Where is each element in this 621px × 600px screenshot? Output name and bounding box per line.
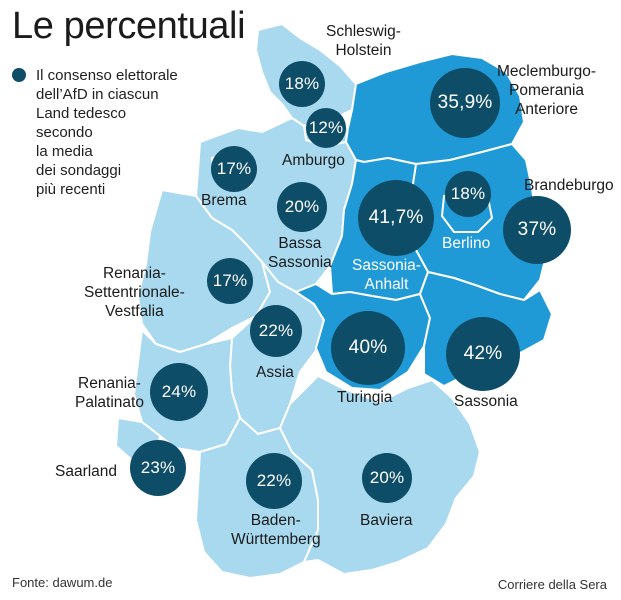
value-bubble-sassonia-anhalt: 41,7% bbox=[358, 180, 434, 256]
label-baden-wurttemberg: Baden- Württemberg bbox=[231, 512, 321, 548]
value-bubble-renania-palatinato: 24% bbox=[150, 363, 208, 421]
label-renania-vestfalia: Renania- Settentrionale- Vestfalia bbox=[84, 265, 185, 320]
region-shape-renania-vestfalia bbox=[137, 189, 271, 353]
label-sassonia-anhalt: Sassonia- Anhalt bbox=[352, 257, 421, 293]
publisher-credit: Corriere della Sera bbox=[497, 577, 607, 592]
value-bubble-renania-vestfalia: 17% bbox=[207, 258, 253, 304]
value-bubble-baviera: 20% bbox=[362, 453, 412, 503]
label-meclemburgo: Meclemburgo- Pomerania Anteriore bbox=[497, 63, 597, 118]
source-credit: Fonte: dawum.de bbox=[12, 575, 113, 590]
label-saarland: Saarland bbox=[55, 463, 118, 480]
value-bubble-sassonia: 42% bbox=[446, 317, 520, 391]
label-berlino: Berlino bbox=[442, 235, 491, 252]
legend-marker bbox=[12, 68, 26, 82]
value-bubble-amburgo: 12% bbox=[306, 108, 346, 148]
value-bubble-baden-wurttemberg: 22% bbox=[246, 453, 302, 509]
label-assia: Assia bbox=[256, 364, 294, 381]
page-title: Le percentuali bbox=[12, 5, 246, 47]
label-turingia: Turingia bbox=[337, 389, 393, 406]
value-bubble-schleswig-holstein: 18% bbox=[279, 61, 325, 107]
label-schleswig-holstein: Schleswig- Holstein bbox=[326, 23, 401, 59]
label-brandeburgo: Brandeburgo bbox=[524, 177, 614, 194]
value-bubble-brandeburgo: 37% bbox=[503, 196, 571, 264]
value-bubble-turingia: 40% bbox=[331, 311, 405, 385]
value-bubble-saarland: 23% bbox=[130, 440, 186, 496]
value-bubble-meclemburgo: 35,9% bbox=[430, 68, 500, 138]
legend-text: Il consenso elettorale dell’AfD in ciasc… bbox=[36, 67, 178, 198]
label-brema: Brema bbox=[201, 192, 247, 209]
value-bubble-bassa-sassonia: 20% bbox=[277, 182, 327, 232]
value-bubble-brema: 17% bbox=[211, 146, 257, 192]
label-bassa-sassonia: Bassa Sassonia bbox=[268, 235, 332, 271]
label-amburgo: Amburgo bbox=[282, 152, 345, 169]
label-baviera: Baviera bbox=[360, 512, 413, 529]
label-sassonia: Sassonia bbox=[454, 393, 518, 410]
value-bubble-berlino: 18% bbox=[445, 171, 491, 217]
value-bubble-assia: 22% bbox=[250, 305, 302, 357]
label-renania-palatinato: Renania- Palatinato bbox=[75, 375, 144, 411]
